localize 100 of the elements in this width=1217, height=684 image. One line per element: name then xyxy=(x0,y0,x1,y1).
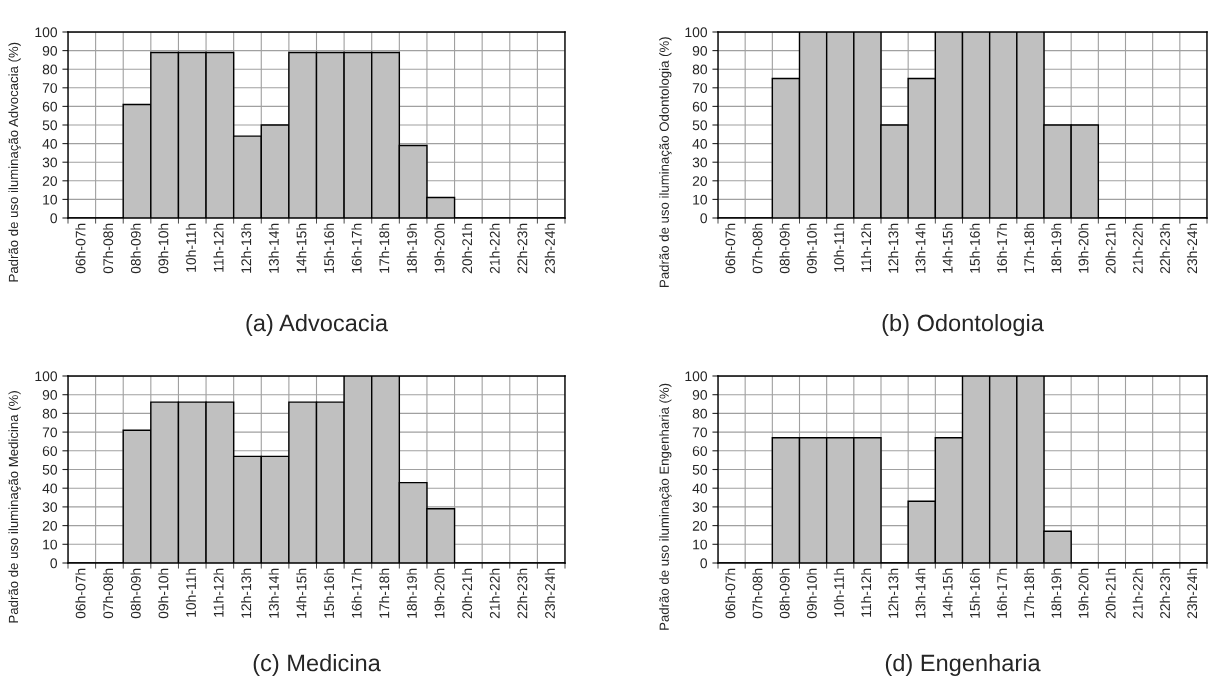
text: (a) Advocacia xyxy=(246,313,389,336)
x-tick-label: 17h-18h xyxy=(1023,223,1035,273)
x-tick-label: 13h-14h xyxy=(268,568,279,618)
x-tick-label: 23h-24h xyxy=(1186,223,1198,274)
x-tick-label: 20h-21h xyxy=(1105,568,1116,619)
x-tick-label: 22h-23h xyxy=(517,223,528,274)
y-tick-label: 50 xyxy=(692,464,708,475)
x-tick-label: 11h-12h xyxy=(860,568,872,617)
x-tick-label: 10h-11h xyxy=(185,223,196,272)
x-tick-label: 20h-21h xyxy=(461,568,473,619)
x-tick-label: 07h-08h xyxy=(102,568,114,619)
x-tick-label: 17h-18h xyxy=(1023,568,1035,618)
x-tick-label: 21h-22h xyxy=(1132,223,1143,274)
y-tick-label: 100 xyxy=(35,371,58,382)
x-tick-label: 10h-11h xyxy=(833,568,844,617)
x-tick-label: 16h-17h xyxy=(996,568,1007,618)
x-tick-label: 13h-14h xyxy=(268,223,279,273)
y-tick-label: 50 xyxy=(42,464,58,475)
y-tick-label: 10 xyxy=(43,539,58,550)
y-tick-label: 30 xyxy=(42,502,58,513)
x-tick-label: 19h-20h xyxy=(1078,223,1089,273)
y-tick-label: 80 xyxy=(42,64,58,75)
y-tick-label: 100 xyxy=(35,27,58,38)
y-tick-label: 40 xyxy=(692,483,708,494)
y-tick-label: 70 xyxy=(42,427,58,438)
x-tick-label: 08h-09h xyxy=(130,568,141,619)
y-tick-label: 70 xyxy=(692,83,708,93)
x-tick-label: 14h-15h xyxy=(942,223,953,273)
x-tick-label: 12h-13h xyxy=(888,568,899,618)
y-tick-label: 40 xyxy=(42,483,58,494)
x-tick-label: 18h-19h xyxy=(406,568,417,618)
x-tick-label: 13h-14h xyxy=(915,568,926,618)
x-tick-label: 23h-24h xyxy=(544,568,555,619)
x-tick-label: 18h-19h xyxy=(1051,568,1062,618)
x-tick-label: 17h-18h xyxy=(379,568,390,618)
y-tick-label: 10 xyxy=(693,194,708,205)
x-tick-label: 21h-22h xyxy=(489,568,500,619)
y-tick-label: 80 xyxy=(42,408,58,419)
x-tick-label: 14h-15h xyxy=(296,223,307,273)
x-tick-label: 19h-20h xyxy=(1078,568,1089,618)
x-tick-label: 11h-12h xyxy=(860,223,872,272)
x-tick-label: 07h-08h xyxy=(752,223,763,274)
x-tick-label: 16h-17h xyxy=(351,223,362,273)
y-tick-label: 80 xyxy=(692,64,708,75)
y-tick-label: 90 xyxy=(692,390,708,400)
y-tick-label: 10 xyxy=(43,194,58,205)
x-tick-label: 22h-23h xyxy=(1159,223,1170,274)
x-tick-label: 16h-17h xyxy=(996,223,1007,273)
y-axis-title: Padrão de uso iluminação Medicina (%) xyxy=(8,391,21,623)
y-axis-title: Padrão de uso iluminação Engenharia (%) xyxy=(659,383,672,630)
x-tick-label: 14h-15h xyxy=(942,568,953,618)
x-tick-label: 15h-16h xyxy=(323,223,335,273)
y-tick-label: 80 xyxy=(692,408,708,419)
x-tick-label: 12h-13h xyxy=(888,223,899,273)
y-tick-label: 100 xyxy=(685,371,708,382)
x-tick-label: 09h-10h xyxy=(158,568,169,619)
text: (c) Medicina xyxy=(253,653,381,676)
x-tick-label: 07h-08h xyxy=(102,223,114,274)
y-tick-label: 30 xyxy=(42,157,58,168)
x-tick-label: 18h-19h xyxy=(1051,223,1062,273)
x-tick-label: 06h-07h xyxy=(75,568,86,619)
x-tick-label: 11h-12h xyxy=(213,223,224,272)
x-tick-label: 13h-14h xyxy=(915,223,926,273)
x-tick-label: 15h-16h xyxy=(969,568,980,618)
x-tick-label: 21h-22h xyxy=(1132,568,1143,619)
y-tick-label: 90 xyxy=(42,390,58,400)
x-tick-label: 14h-15h xyxy=(296,568,307,618)
text: (b) Odontologia xyxy=(882,313,1044,336)
y-tick-label: 40 xyxy=(42,138,58,149)
x-tick-label: 12h-13h xyxy=(241,568,252,618)
x-tick-label: 08h-09h xyxy=(130,223,141,274)
x-tick-label: 10h-11h xyxy=(185,568,196,617)
y-tick-label: 60 xyxy=(42,101,58,112)
x-tick-label: 08h-09h xyxy=(779,223,790,274)
y-tick-label: 30 xyxy=(692,502,708,513)
y-tick-label: 60 xyxy=(692,446,708,456)
y-tick-label: 0 xyxy=(50,213,58,224)
y-axis-title: Padrão de uso iluminação Odontologia (%) xyxy=(659,37,672,287)
x-tick-label: 19h-20h xyxy=(434,223,445,273)
x-tick-label: 07h-08h xyxy=(752,568,763,619)
x-tick-label: 09h-10h xyxy=(806,223,817,274)
y-tick-label: 0 xyxy=(700,213,708,224)
x-tick-label: 23h-24h xyxy=(1186,568,1198,619)
x-tick-label: 12h-13h xyxy=(241,223,252,273)
x-tick-label: 15h-16h xyxy=(969,223,980,273)
y-tick-label: 60 xyxy=(42,446,58,456)
x-tick-label: 22h-23h xyxy=(517,568,528,619)
y-tick-label: 10 xyxy=(693,539,708,550)
x-tick-label: 09h-10h xyxy=(158,223,169,274)
y-tick-label: 30 xyxy=(692,157,708,168)
y-tick-label: 20 xyxy=(42,176,58,186)
x-tick-label: 20h-21h xyxy=(461,223,473,274)
text: (d) Engenharia xyxy=(885,653,1041,677)
x-tick-label: 23h-24h xyxy=(544,223,555,274)
y-tick-label: 70 xyxy=(692,427,708,438)
x-tick-label: 18h-19h xyxy=(406,223,417,273)
y-tick-label: 60 xyxy=(692,101,708,112)
x-tick-label: 21h-22h xyxy=(489,223,500,274)
y-tick-label: 20 xyxy=(692,520,708,531)
y-tick-label: 0 xyxy=(700,558,708,569)
